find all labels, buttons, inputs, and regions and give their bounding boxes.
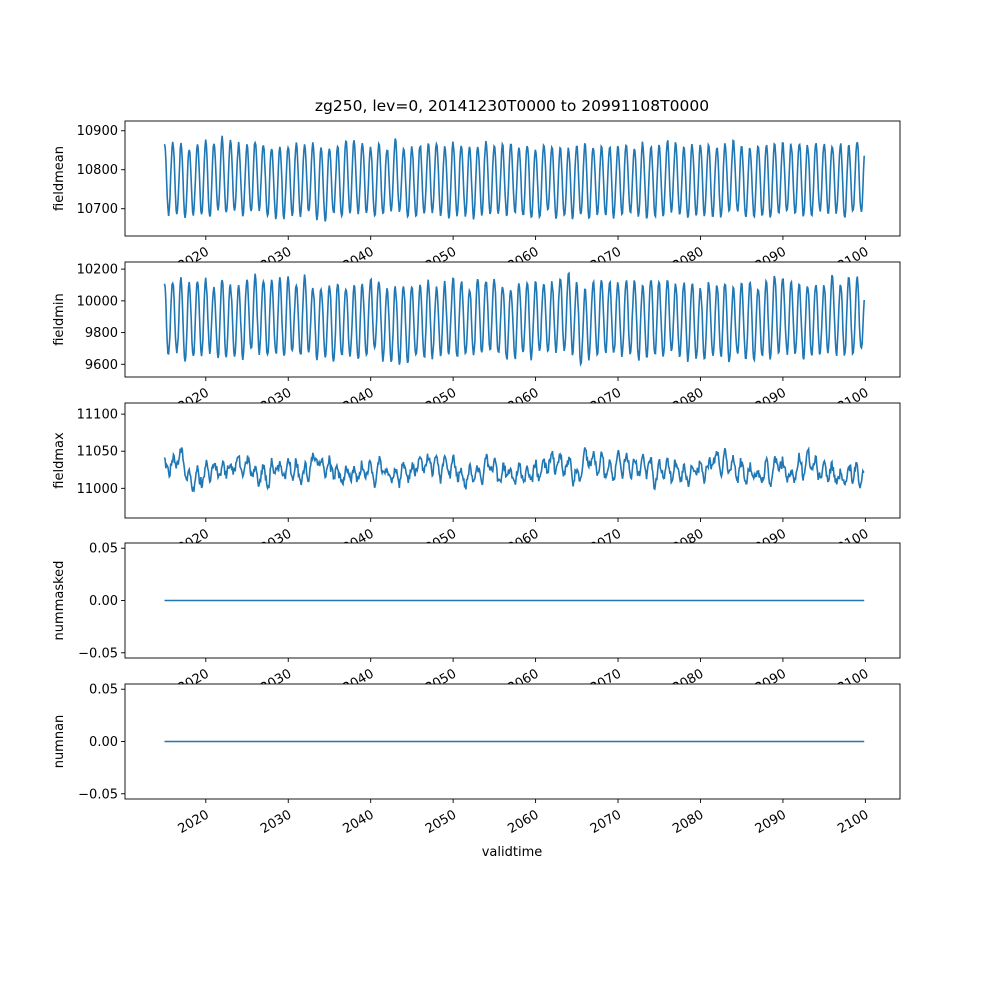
x-tick-label: 2020 xyxy=(176,807,212,837)
y-tick-label: 10000 xyxy=(77,294,118,309)
axes-background xyxy=(125,403,900,518)
y-tick-label: 11000 xyxy=(77,482,118,497)
subplot-numnan: −0.05 0.00 0.05 2020 2030 2040 2050 2060 2070 208… xyxy=(52,683,901,837)
y-tick-label: 10900 xyxy=(77,124,118,139)
y-tick-label: 10200 xyxy=(77,263,118,278)
y-tick-label: 10800 xyxy=(77,163,118,178)
series-line-fieldmin xyxy=(163,271,866,367)
y-tick-label: 9800 xyxy=(85,326,118,341)
y-tick-label: 11050 xyxy=(77,445,118,460)
y-axis-label: fieldmean xyxy=(52,146,67,211)
x-tick-label: 2090 xyxy=(753,807,789,837)
y-tick-label: −0.05 xyxy=(78,646,118,661)
x-tick-label: 2070 xyxy=(588,807,624,837)
y-tick-label: 9600 xyxy=(85,358,118,373)
x-tick-label: 2050 xyxy=(423,807,459,837)
y-axis-label: fieldmin xyxy=(52,293,67,346)
x-axis-label: validtime xyxy=(482,845,543,860)
x-tick-label: 2100 xyxy=(835,807,871,837)
y-tick-label: 0.00 xyxy=(89,735,118,750)
series-line-fieldmean xyxy=(163,135,866,222)
y-axis-label: fieldmax xyxy=(52,432,67,489)
axes-frame xyxy=(124,120,901,237)
y-tick-label: 0.05 xyxy=(89,542,118,557)
series-line-fieldmax xyxy=(163,446,865,493)
y-tick-label: 10700 xyxy=(77,202,118,217)
y-tick-label: 0.00 xyxy=(89,594,118,609)
axes-frame xyxy=(124,261,901,378)
y-tick-label: 11100 xyxy=(77,408,118,423)
x-tick-label: 2080 xyxy=(670,807,706,837)
y-tick-label: −0.05 xyxy=(78,787,118,802)
x-tick-label: 2040 xyxy=(341,807,377,837)
y-axis-label: numnan xyxy=(52,715,67,769)
x-tick-label: 2030 xyxy=(258,807,294,837)
axes-frame xyxy=(124,402,901,519)
chart-title: zg250, lev=0, 20141230T0000 to 20991108T… xyxy=(315,97,709,115)
x-tick-label: 2060 xyxy=(505,807,541,837)
y-tick-label: 0.05 xyxy=(89,683,118,698)
subplot-panels: 10700 10800 10900 2020 2030 2040 2050 2060 2070 2… xyxy=(52,120,901,837)
y-axis-label: nummasked xyxy=(52,561,67,641)
